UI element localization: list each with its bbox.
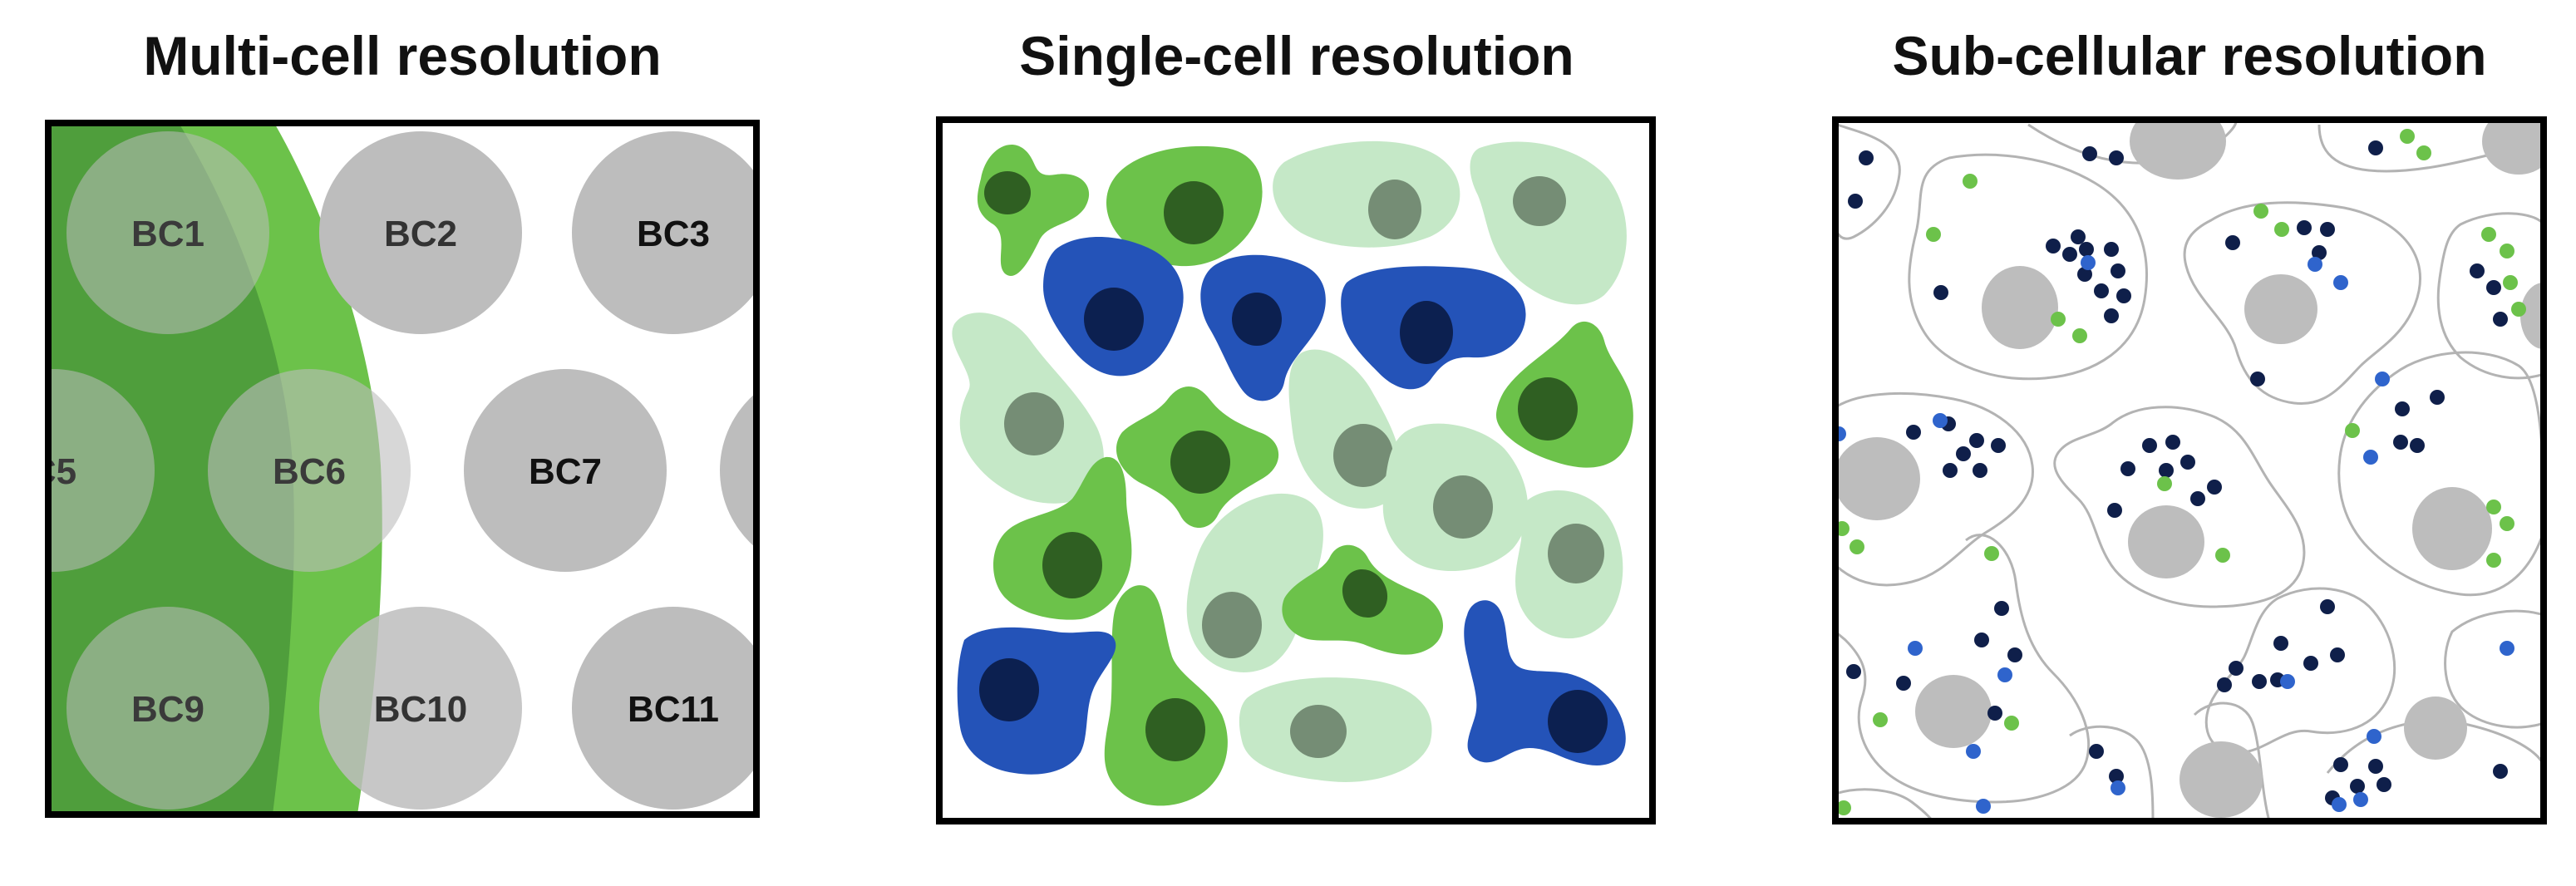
nuclei [1835,120,2544,818]
panel-title-single-cell: Single-cell resolution [1019,25,1574,86]
cell-pale-green [1288,349,1401,509]
barcode-label: BC7 [529,451,602,492]
barcode-spot [208,369,411,572]
cell-blue [1043,237,1184,377]
cell-green [977,144,1090,276]
panel-frame [1832,116,2547,824]
cell-green [1116,386,1279,528]
cell-green [993,456,1132,620]
panel-frame [936,116,1656,824]
cell-blue [1200,254,1326,401]
panel-frame [45,120,760,818]
panel-multi-cell: BC1 BC2 BC3 C5 BC6 BC7 BC9 BC10 BC11 [30,120,760,818]
panel-title-multi-cell: Multi-cell resolution [143,25,661,86]
cell-pale-green [1515,490,1623,639]
cell-green [1106,145,1263,267]
panel-sub-cellular [1832,116,2547,824]
barcode-label: BC6 [273,451,346,492]
barcode-label: BC2 [384,214,457,254]
transcripts-green [1835,129,2526,815]
cell-blue [1341,266,1526,390]
barcode-label: BC3 [637,214,710,254]
barcode-label: C5 [30,451,76,492]
barcode-spot [66,131,269,334]
cell-blue [957,627,1116,775]
cell-pale-green [1470,141,1627,305]
barcode-label: BC1 [131,214,204,254]
cell-pale-green [1239,677,1432,782]
cell-pale-green [1382,423,1529,571]
barcode-spot [66,607,269,810]
barcode-spot [572,607,756,810]
barcode-label: BC11 [628,689,719,730]
panel-title-sub-cellular: Sub-cellular resolution [1892,25,2486,86]
transcripts-blue [1835,255,2514,814]
barcode-label: BC10 [374,689,468,730]
cell-blue [1464,600,1626,765]
cell-green [1104,585,1228,806]
cell-pale-green [952,313,1104,504]
barcode-spot [572,131,756,334]
transcripts-navy [1846,140,2508,805]
panel-single-cell [936,116,1656,824]
cell-pale-green [1273,140,1460,248]
barcode-spots [48,131,756,810]
barcode-spot [464,369,667,572]
barcode-spot [720,392,756,549]
barcode-spot [319,131,522,334]
barcode-spot [48,369,155,572]
cell-green [1496,321,1633,468]
cell-green [1282,544,1444,655]
cell-outlines [1835,121,2544,821]
barcode-label: BC9 [131,689,204,730]
barcode-spot [319,607,522,810]
